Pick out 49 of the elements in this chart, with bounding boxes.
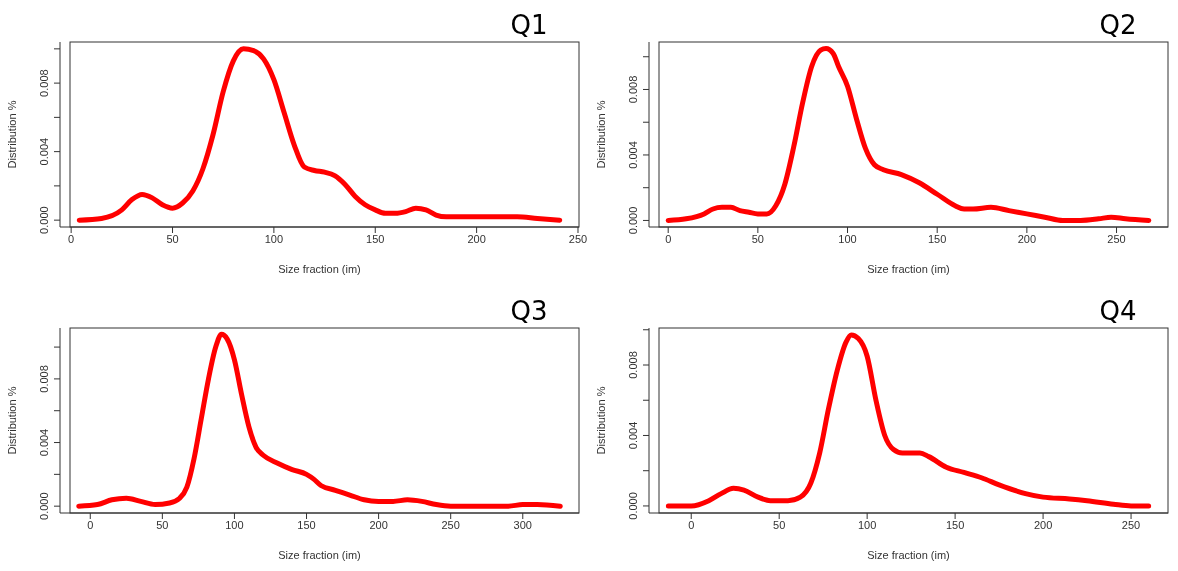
y-tick-label: 0.004 bbox=[38, 428, 50, 456]
x-axis-title: Size fraction (im) bbox=[278, 263, 361, 275]
x-tick-label: 50 bbox=[773, 518, 786, 531]
y-axis-title: Distribution % bbox=[594, 100, 607, 169]
y-tick-label: 0.000 bbox=[627, 491, 639, 520]
x-axis-title: Size fraction (im) bbox=[867, 263, 950, 275]
x-tick-label: 100 bbox=[225, 518, 244, 531]
chart-title: Q2 bbox=[1099, 10, 1137, 40]
y-tick-label: 0.008 bbox=[38, 364, 50, 393]
x-tick-label: 250 bbox=[568, 232, 588, 245]
chart-title: Q3 bbox=[510, 295, 548, 326]
y-axis-title: Distribution % bbox=[594, 385, 607, 454]
y-tick-label: 0.008 bbox=[627, 350, 639, 379]
x-tick-label: 250 bbox=[1121, 518, 1141, 531]
x-tick-label: 50 bbox=[751, 232, 764, 245]
x-axis-title: Size fraction (im) bbox=[867, 548, 950, 561]
y-tick-label: 0.000 bbox=[38, 206, 50, 234]
y-tick-label: 0.004 bbox=[38, 137, 50, 166]
x-tick-label: 150 bbox=[366, 232, 385, 245]
x-tick-label: 250 bbox=[1107, 232, 1126, 245]
x-tick-label: 50 bbox=[166, 232, 179, 245]
y-tick-label: 0.008 bbox=[627, 75, 639, 104]
y-tick-label: 0.000 bbox=[38, 491, 50, 520]
y-axis-title: Distribution % bbox=[5, 385, 18, 454]
x-tick-label: 50 bbox=[156, 518, 169, 531]
x-tick-label: 200 bbox=[369, 518, 388, 531]
x-tick-label: 100 bbox=[857, 518, 877, 531]
x-tick-label: 200 bbox=[467, 232, 486, 245]
x-tick-label: 0 bbox=[87, 518, 94, 531]
chart-title: Q1 bbox=[510, 10, 548, 40]
x-tick-label: 300 bbox=[513, 518, 532, 531]
chart-title: Q4 bbox=[1099, 295, 1137, 326]
y-tick-label: 0.004 bbox=[627, 421, 639, 449]
x-tick-label: 200 bbox=[1017, 232, 1037, 245]
x-tick-label: 100 bbox=[264, 232, 284, 245]
x-tick-label: 0 bbox=[665, 232, 672, 245]
y-tick-label: 0.000 bbox=[627, 206, 639, 235]
x-axis-title: Size fraction (im) bbox=[278, 548, 361, 561]
x-tick-label: 200 bbox=[1033, 518, 1053, 531]
x-tick-label: 100 bbox=[838, 232, 857, 245]
x-tick-label: 0 bbox=[688, 518, 695, 531]
y-tick-label: 0.004 bbox=[627, 141, 639, 169]
x-tick-label: 250 bbox=[441, 518, 460, 531]
x-tick-label: 150 bbox=[928, 232, 947, 245]
x-tick-label: 150 bbox=[297, 518, 316, 531]
y-tick-label: 0.008 bbox=[38, 69, 50, 97]
y-axis-title: Distribution % bbox=[5, 100, 18, 169]
x-tick-label: 0 bbox=[68, 232, 75, 245]
x-tick-label: 150 bbox=[945, 518, 965, 531]
